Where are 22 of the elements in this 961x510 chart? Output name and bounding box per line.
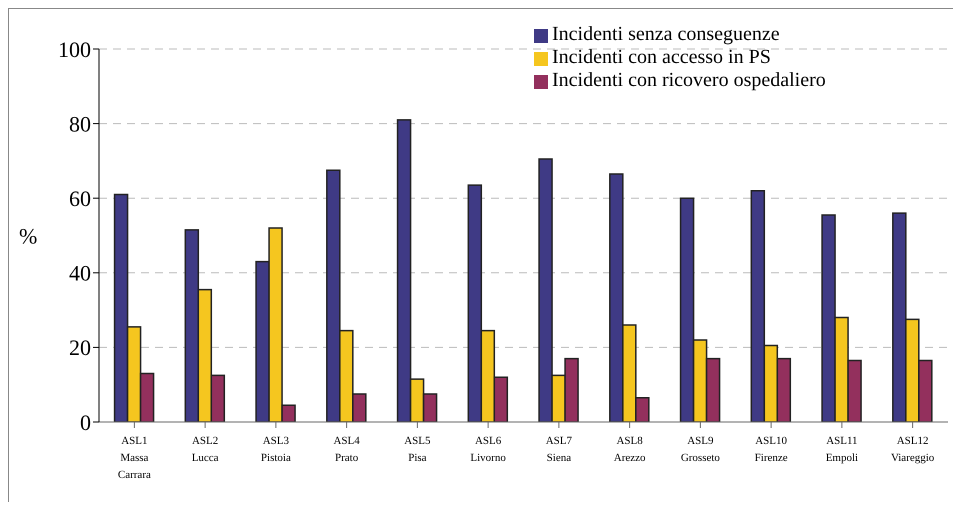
x-tick-label: ASL8 Arezzo (614, 435, 646, 464)
legend-label: Incidenti senza conseguenze (552, 23, 780, 45)
x-tick-label: ASL10 Firenze (754, 435, 788, 464)
x-tick-label: ASL4 Prato (333, 435, 360, 464)
y-tick-label: 0 (80, 410, 91, 435)
x-tick-label: ASL12 Viareggio (890, 435, 935, 464)
x-tick-label: ASL2 Lucca (192, 435, 219, 464)
x-tick-label: ASL5 Pisa (404, 435, 432, 464)
x-tick-label: ASL7 Siena (546, 435, 573, 464)
y-tick-label: 100 (58, 36, 91, 62)
x-tick-label: ASL11 Empoli (826, 435, 858, 464)
x-tick-label: ASL6 Livorno (470, 435, 506, 464)
y-tick-label: 20 (69, 335, 91, 360)
x-tick-label: ASL3 Pistoia (260, 435, 291, 464)
y-tick-label: 80 (69, 111, 91, 136)
legend-label: Incidenti con accesso in PS (552, 46, 771, 68)
y-axis-title: % (19, 223, 38, 248)
x-tick-label: ASL9 Grosseto (680, 435, 720, 464)
legend-label: Incidenti con ricovero ospedaliero (552, 69, 826, 91)
y-tick-label: 60 (69, 186, 91, 212)
x-tick-label: ASL1 Massa Carrara (118, 435, 151, 481)
y-tick-label: 40 (69, 260, 91, 286)
